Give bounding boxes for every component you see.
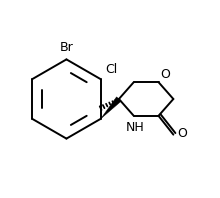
Text: O: O (160, 68, 170, 81)
Polygon shape (101, 97, 121, 119)
Text: Br: Br (60, 41, 73, 54)
Text: Cl: Cl (106, 63, 118, 76)
Text: O: O (178, 127, 188, 140)
Text: NH: NH (125, 121, 144, 134)
